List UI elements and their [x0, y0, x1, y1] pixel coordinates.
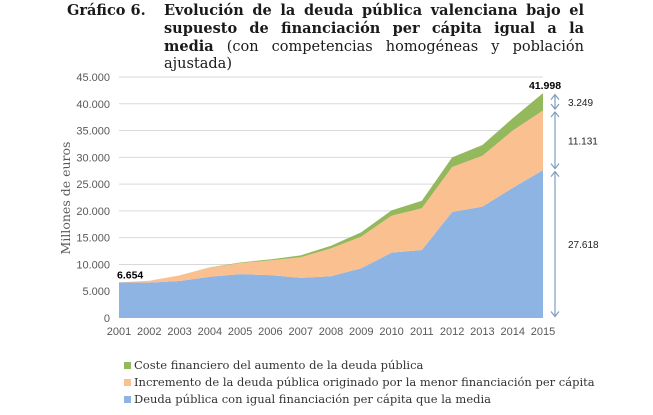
- x-tick-label: 2002: [137, 326, 161, 338]
- arrow-head-down-icon: [550, 311, 560, 318]
- x-tick-label: 2015: [531, 326, 555, 338]
- x-tick-label: 2014: [500, 326, 524, 338]
- figure-number: Gráfico 6.: [67, 2, 146, 19]
- x-tick-labels: 2001 2002 2003 2004 2005 2006 2007 2008 2009 2010…: [107, 326, 555, 338]
- legend-label: Coste financiero del aumento de la deuda…: [134, 358, 424, 372]
- bracket-value-label: 27.618: [568, 240, 599, 251]
- legend-swatch-blue: [124, 395, 131, 403]
- bracket-value-label: 11.131: [568, 136, 598, 147]
- y-tick-label: 35.000: [76, 126, 110, 138]
- y-tick-label: 10.000: [76, 259, 110, 271]
- bracket-value-label: 3.249: [568, 98, 593, 109]
- title-bold: Evolución de la deuda pública valenciana…: [164, 2, 584, 55]
- arrow-head-down-icon: [550, 103, 560, 110]
- y-tick-labels: 0 5.000 10.000 15.000 20.000 25.000 30.000 35.0…: [76, 72, 110, 325]
- y-tick-label: 15.000: [76, 233, 110, 245]
- legend-item-debt-increase: Incremento de la deuda pública originado…: [124, 374, 595, 391]
- x-tick-label: 2008: [319, 326, 343, 338]
- x-tick-label: 2004: [198, 326, 222, 338]
- legend: Coste financiero del aumento de la deuda…: [124, 357, 595, 408]
- y-axis-label: Millones de euros: [58, 142, 73, 255]
- annotations: 6.654 41.998 3.249 11.131 27.618: [117, 80, 599, 318]
- title-text: Evolución de la deuda pública valenciana…: [164, 2, 584, 73]
- arrow-head-up-icon: [550, 93, 560, 100]
- stacked-area-chart: 0 5.000 10.000 15.000 20.000 25.000 30.000 35.0…: [58, 72, 599, 338]
- x-tick-label: 2003: [167, 326, 191, 338]
- legend-item-base-debt: Deuda pública con igual financiación per…: [124, 391, 595, 408]
- legend-swatch-green: [124, 361, 131, 369]
- legend-item-financial-cost: Coste financiero del aumento de la deuda…: [124, 357, 595, 374]
- legend-label: Incremento de la deuda pública originado…: [134, 375, 595, 389]
- bracket-debt-increase: [550, 111, 560, 170]
- arrow-head-up-icon: [550, 170, 560, 177]
- x-tick-label: 2007: [288, 326, 312, 338]
- y-tick-label: 45.000: [76, 72, 110, 84]
- area-base-debt: [119, 170, 543, 318]
- x-tick-label: 2013: [470, 326, 494, 338]
- y-tick-label: 0: [104, 313, 110, 325]
- x-tick-label: 2009: [349, 326, 373, 338]
- title-normal: (con competencias homogéneas y población…: [164, 39, 584, 72]
- x-tick-label: 2011: [410, 326, 434, 338]
- arrow-head-up-icon: [550, 111, 560, 118]
- y-tick-label: 40.000: [76, 99, 110, 111]
- x-tick-label: 2006: [258, 326, 282, 338]
- bracket-base-debt: [550, 170, 560, 318]
- x-tick-label: 2010: [379, 326, 403, 338]
- data-label-2015: 41.998: [529, 80, 561, 92]
- arrow-head-down-icon: [550, 163, 560, 170]
- legend-swatch-orange: [124, 378, 131, 386]
- x-tick-label: 2012: [440, 326, 464, 338]
- y-tick-label: 30.000: [76, 152, 110, 164]
- x-tick-label: 2005: [228, 326, 252, 338]
- areas: [119, 93, 543, 318]
- y-tick-label: 20.000: [76, 206, 110, 218]
- data-label-2001: 6.654: [117, 269, 143, 281]
- y-tick-label: 5.000: [82, 286, 110, 298]
- y-tick-label: 25.000: [76, 179, 110, 191]
- bracket-financial-cost: [550, 93, 560, 110]
- x-tick-label: 2001: [107, 326, 131, 338]
- legend-label: Deuda pública con igual financiación per…: [134, 392, 492, 406]
- area-debt-increase: [119, 110, 543, 283]
